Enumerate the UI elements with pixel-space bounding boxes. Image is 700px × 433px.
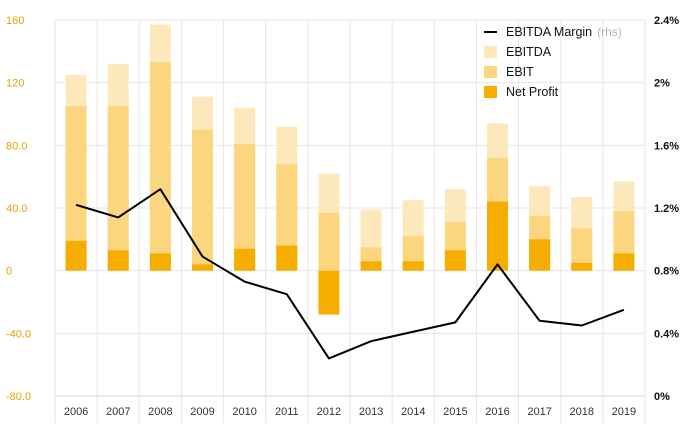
- net-profit-bar: [402, 261, 424, 271]
- ebit-bar: [107, 106, 129, 271]
- x-tick-label: 2006: [64, 406, 88, 418]
- y-right-tick-label: 0.8%: [654, 266, 679, 278]
- net-profit-bar: [234, 248, 256, 271]
- legend-label-text: EBITDA Margin: [506, 25, 592, 39]
- x-tick-label: 2011: [275, 406, 299, 418]
- legend-swatch: [484, 66, 497, 78]
- legend-label: EBITDA Margin (rhs): [506, 25, 622, 39]
- net-profit-bar: [276, 245, 298, 271]
- x-tick-label: 2010: [232, 406, 256, 418]
- legend-label: EBIT: [506, 65, 534, 79]
- legend-label-text: EBIT: [506, 65, 534, 79]
- ebit-bar: [192, 129, 213, 271]
- net-profit-bar: [107, 250, 129, 271]
- x-tick-label: 2018: [570, 406, 594, 418]
- ebit-bar: [234, 143, 256, 271]
- ebit-bar: [318, 212, 340, 271]
- y-right-tick-label: 0.4%: [654, 328, 679, 340]
- ebit-bar: [571, 228, 593, 271]
- net-profit-bar: [65, 240, 87, 271]
- net-profit-bar: [444, 250, 466, 271]
- x-tick-label: 2015: [443, 406, 467, 418]
- gridlines: [54, 19, 646, 423]
- net-profit-bar: [318, 270, 340, 315]
- x-tick-label: 2007: [106, 406, 130, 418]
- legend-swatch: [484, 46, 497, 58]
- y-right-tick-label: 2.4%: [654, 15, 679, 27]
- ebitda-margin-line-group: [75, 188, 625, 360]
- net-profit-bar: [487, 201, 508, 271]
- y-left-tick-label: 80.0: [6, 140, 27, 152]
- y-left-tick-label: -40.0: [6, 328, 31, 340]
- y-right-tick-label: 1.2%: [654, 203, 679, 215]
- y-left-tick-label: 120: [6, 78, 24, 90]
- ebit-bar: [276, 164, 298, 271]
- y-right-tick-label: 2%: [654, 78, 670, 90]
- x-tick-label: 2017: [527, 406, 551, 418]
- net-profit-bar: [529, 239, 551, 271]
- net-profit-bar: [613, 253, 635, 271]
- bars: [65, 24, 635, 315]
- axes: 160 120 80.0 40.0 0 -40.0 -80.0 2.4% 2% 1.6% 1.2% 0…: [6, 15, 679, 418]
- x-tick-label: 2008: [148, 406, 172, 418]
- legend-label-text: EBITDA: [506, 45, 552, 59]
- legend-label-text: Net Profit: [506, 85, 559, 99]
- y-left-tick-label: 160: [6, 15, 24, 27]
- ebitda-margin-line: [75, 188, 625, 360]
- x-tick-label: 2013: [359, 406, 383, 418]
- net-profit-bar: [360, 261, 382, 271]
- y-right-tick-label: 1.6%: [654, 140, 679, 152]
- x-tick-label: 2009: [190, 406, 214, 418]
- net-profit-bar: [571, 262, 593, 271]
- y-right-tick-label: 0%: [654, 391, 670, 403]
- y-left-tick-label: 40.0: [6, 203, 27, 215]
- legend-swatch: [484, 86, 497, 98]
- x-tick-label: 2012: [317, 406, 341, 418]
- ebit-bar: [65, 106, 87, 271]
- x-tick-label: 2019: [612, 406, 636, 418]
- x-tick-label: 2016: [485, 406, 509, 418]
- ebit-bar: [149, 62, 171, 271]
- net-profit-bar: [149, 253, 171, 271]
- legend-label: Net Profit: [506, 85, 559, 99]
- y-left-tick-label: -80.0: [6, 391, 31, 403]
- legend-label-suffix: (rhs): [597, 25, 622, 39]
- legend: EBITDA Margin (rhs) EBITDA EBIT Net Profit: [484, 25, 622, 99]
- legend-label: EBITDA: [506, 45, 552, 59]
- x-tick-label: 2014: [401, 406, 425, 418]
- net-profit-bar: [192, 264, 213, 271]
- y-left-tick-label: 0: [6, 266, 12, 278]
